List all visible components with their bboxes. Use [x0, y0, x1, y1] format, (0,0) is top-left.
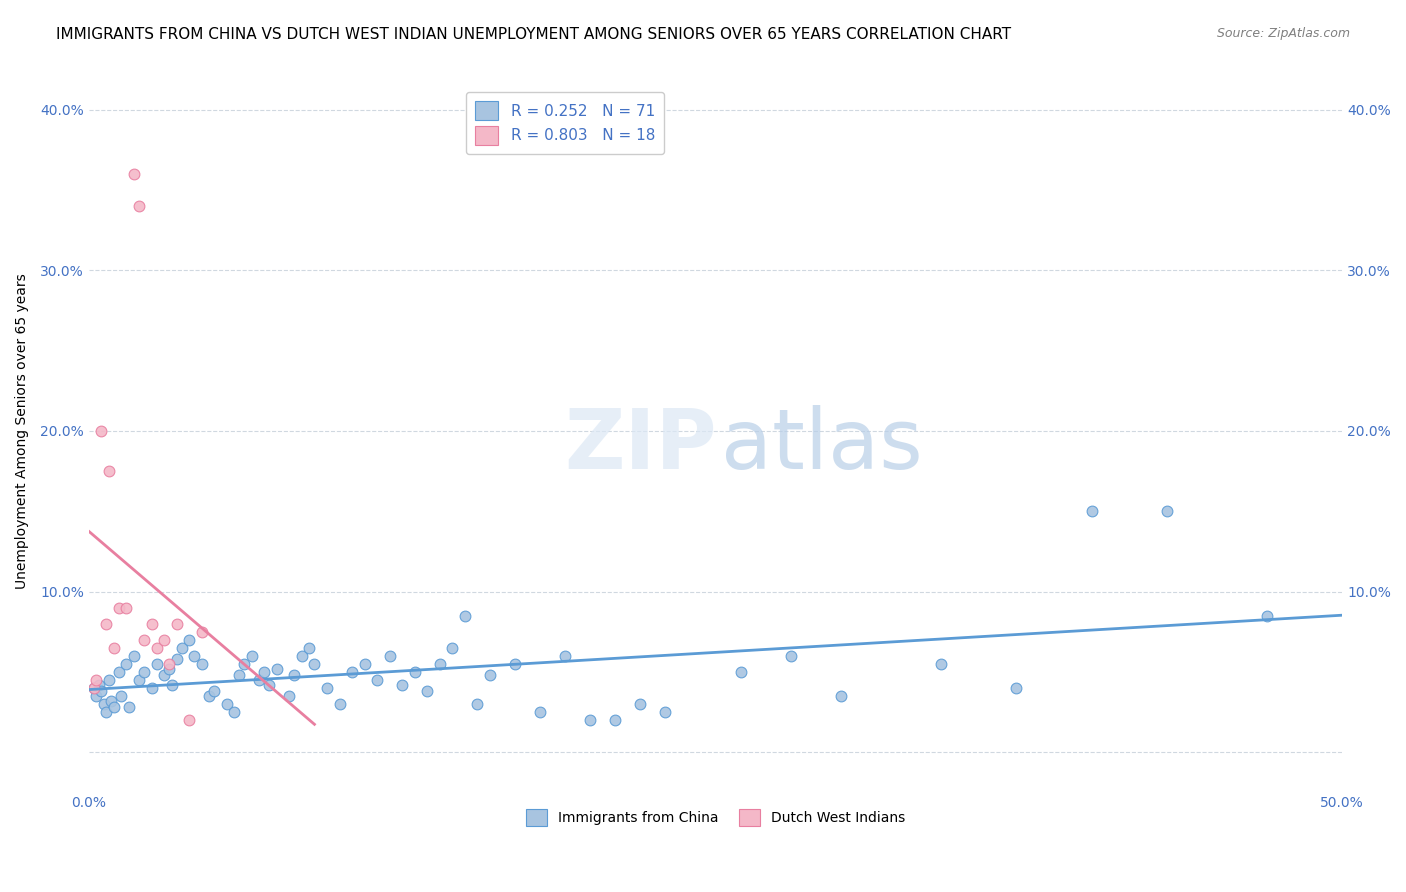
Point	[529, 705, 551, 719]
Point	[628, 697, 651, 711]
Point	[503, 657, 526, 671]
Point	[90, 684, 112, 698]
Point	[83, 681, 105, 695]
Point	[179, 713, 201, 727]
Point	[830, 689, 852, 703]
Point	[166, 616, 188, 631]
Point	[366, 673, 388, 687]
Point	[1256, 608, 1278, 623]
Point	[190, 624, 212, 639]
Y-axis label: Unemployment Among Seniors over 65 years: Unemployment Among Seniors over 65 years	[15, 273, 30, 589]
Point	[110, 689, 132, 703]
Point	[97, 464, 120, 478]
Point	[304, 657, 326, 671]
Point	[1005, 681, 1028, 695]
Point	[247, 673, 270, 687]
Point	[103, 700, 125, 714]
Point	[278, 689, 301, 703]
Point	[90, 424, 112, 438]
Point	[429, 657, 451, 671]
Point	[97, 673, 120, 687]
Point	[1156, 504, 1178, 518]
Text: atlas: atlas	[721, 405, 922, 485]
Point	[179, 632, 201, 647]
Point	[141, 681, 163, 695]
Point	[103, 640, 125, 655]
Point	[87, 678, 110, 692]
Point	[478, 668, 501, 682]
Point	[779, 648, 801, 663]
Point	[730, 665, 752, 679]
Point	[96, 705, 118, 719]
Point	[378, 648, 401, 663]
Point	[118, 700, 141, 714]
Point	[108, 665, 131, 679]
Text: ZIP: ZIP	[564, 405, 717, 485]
Point	[283, 668, 305, 682]
Point	[233, 657, 256, 671]
Point	[605, 713, 627, 727]
Point	[128, 673, 150, 687]
Point	[145, 640, 167, 655]
Point	[224, 705, 246, 719]
Point	[253, 665, 276, 679]
Legend: Immigrants from China, Dutch West Indians: Immigrants from China, Dutch West Indian…	[517, 800, 914, 834]
Point	[100, 694, 122, 708]
Point	[554, 648, 576, 663]
Point	[166, 652, 188, 666]
Point	[291, 648, 314, 663]
Point	[298, 640, 321, 655]
Point	[240, 648, 263, 663]
Point	[202, 684, 225, 698]
Point	[654, 705, 676, 719]
Point	[86, 689, 108, 703]
Point	[157, 657, 180, 671]
Point	[122, 648, 145, 663]
Point	[145, 657, 167, 671]
Point	[259, 678, 281, 692]
Point	[467, 697, 489, 711]
Point	[157, 662, 180, 676]
Point	[153, 632, 176, 647]
Point	[1080, 504, 1102, 518]
Point	[316, 681, 339, 695]
Point	[183, 648, 205, 663]
Point	[132, 665, 155, 679]
Point	[391, 678, 413, 692]
Text: Source: ZipAtlas.com: Source: ZipAtlas.com	[1216, 27, 1350, 40]
Text: IMMIGRANTS FROM CHINA VS DUTCH WEST INDIAN UNEMPLOYMENT AMONG SENIORS OVER 65 YE: IMMIGRANTS FROM CHINA VS DUTCH WEST INDI…	[56, 27, 1011, 42]
Point	[170, 640, 193, 655]
Point	[215, 697, 238, 711]
Point	[96, 616, 118, 631]
Point	[929, 657, 952, 671]
Point	[86, 673, 108, 687]
Point	[404, 665, 426, 679]
Point	[228, 668, 250, 682]
Point	[115, 657, 138, 671]
Point	[83, 681, 105, 695]
Point	[328, 697, 350, 711]
Point	[108, 600, 131, 615]
Point	[441, 640, 464, 655]
Point	[122, 167, 145, 181]
Point	[416, 684, 439, 698]
Point	[454, 608, 477, 623]
Point	[353, 657, 375, 671]
Point	[93, 697, 115, 711]
Point	[190, 657, 212, 671]
Point	[198, 689, 221, 703]
Point	[115, 600, 138, 615]
Point	[132, 632, 155, 647]
Point	[340, 665, 363, 679]
Point	[153, 668, 176, 682]
Point	[128, 199, 150, 213]
Point	[266, 662, 288, 676]
Point	[579, 713, 602, 727]
Point	[160, 678, 183, 692]
Point	[141, 616, 163, 631]
